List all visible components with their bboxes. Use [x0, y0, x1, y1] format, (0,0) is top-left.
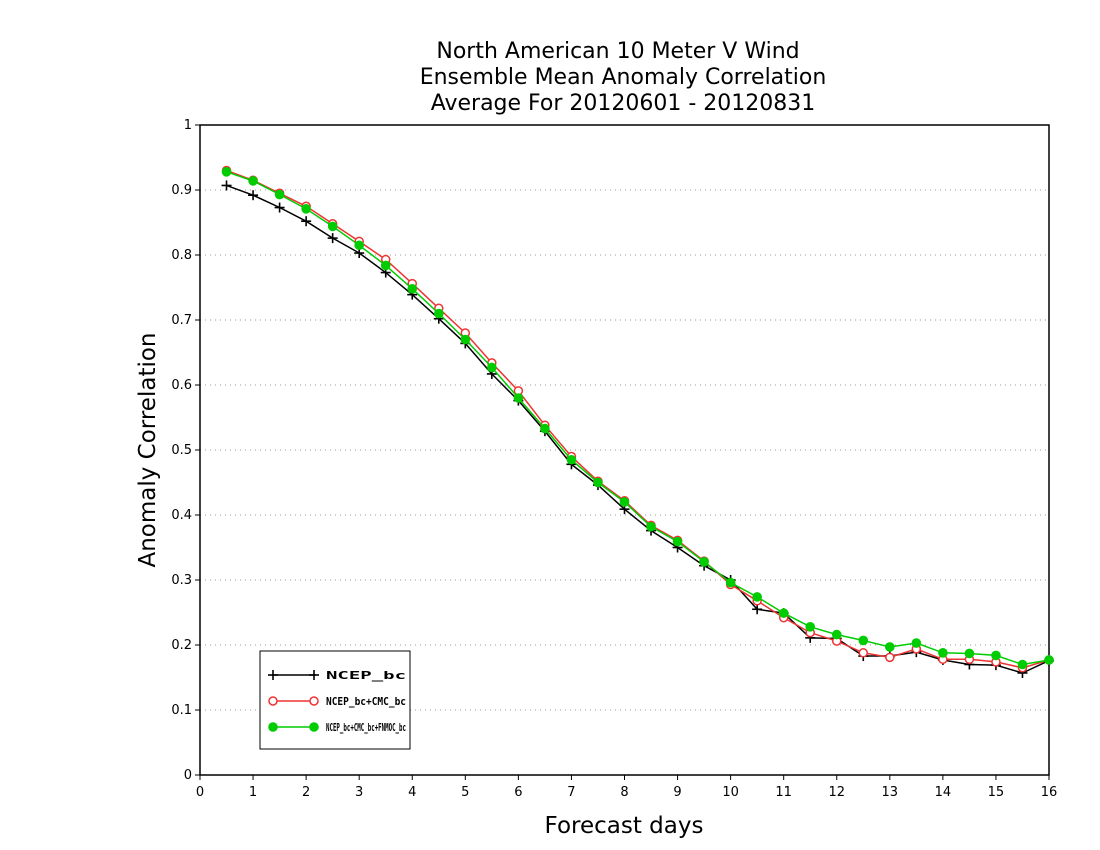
y-tick-label: 0.4 [171, 508, 192, 523]
x-tick-label: 9 [673, 785, 681, 800]
data-point [221, 180, 232, 191]
data-point [248, 190, 259, 201]
data-point [885, 652, 895, 663]
y-tick-label: 0 [184, 768, 192, 783]
y-tick-label: 0.7 [171, 313, 192, 328]
x-tick-label: 1 [249, 785, 257, 800]
data-point [433, 308, 444, 319]
y-tick-label: 0.1 [171, 703, 192, 718]
data-point [327, 221, 338, 232]
grid [200, 189, 1049, 711]
x-tick-label: 0 [196, 785, 204, 800]
data-point [672, 536, 683, 547]
x-tick-label: 2 [302, 785, 310, 800]
data-point [221, 167, 232, 177]
data-point [725, 577, 736, 588]
data-point [274, 202, 285, 213]
data-point [248, 176, 258, 186]
data-point [1017, 659, 1028, 670]
data-point [858, 635, 869, 646]
x-tick-label: 12 [828, 785, 845, 800]
data-point [460, 334, 471, 345]
x-tick-label: 6 [514, 785, 522, 800]
chart-title-line-1: North American 10 Meter V Wind [436, 39, 799, 64]
legend-label: NCEP_bc+CMC_bc [326, 695, 406, 708]
data-point [354, 240, 364, 251]
series-line [226, 171, 1050, 666]
series-line [226, 184, 1050, 674]
data-point [646, 521, 656, 532]
y-tick-label: 0.6 [171, 378, 192, 393]
data-point [752, 592, 762, 602]
legend: NCEP_bc NCEP_bc+CMC_bc NCEP_bc+CMC_bc+FNMO… [259, 650, 411, 750]
data-point [752, 604, 763, 615]
x-tick-label: 8 [620, 785, 628, 800]
data-point [407, 284, 418, 294]
x-tick-label: 13 [882, 785, 899, 800]
x-tick-label: 10 [722, 785, 739, 800]
legend-marker [268, 696, 278, 706]
data-point [778, 608, 789, 618]
data-point [964, 648, 975, 659]
data-point [831, 629, 842, 640]
legend-entry: NCEP_bc+CMC_bc [268, 695, 406, 708]
data-point [274, 189, 285, 200]
x-axis-label: Forecast days [545, 813, 704, 839]
data-point [540, 423, 550, 434]
y-tick-label: 0.3 [171, 573, 192, 588]
data-point [513, 393, 524, 403]
legend-marker [268, 670, 278, 680]
legend-marker [268, 722, 278, 732]
data-point [301, 216, 312, 227]
legend-marker [309, 696, 319, 706]
series-1 [221, 180, 1054, 678]
data-point [593, 477, 603, 488]
data-point [487, 362, 497, 373]
data-point [380, 260, 391, 271]
data-point [699, 557, 709, 567]
x-tick-label: 14 [935, 785, 952, 800]
data-point [301, 204, 311, 214]
series-lines [221, 165, 1054, 678]
data-point [991, 650, 1001, 661]
series-2 [221, 165, 1054, 673]
chart-title-line-2: Ensemble Mean Anomaly Correlation [420, 65, 827, 90]
series-3 [221, 167, 1054, 670]
data-point [938, 648, 948, 658]
legend-marker [309, 670, 319, 680]
data-point [858, 648, 869, 658]
legend-label: NCEP_bc+CMC_bc+FNMOC_bc [326, 721, 406, 734]
data-point [911, 638, 922, 648]
x-tick-label: 5 [461, 785, 469, 800]
y-tick-label: 0.8 [171, 248, 192, 263]
y-axis-label: Anomaly Correlation [135, 332, 161, 567]
legend-entry: NCEP_bc+CMC_bc+FNMOC_bc [268, 721, 406, 734]
x-tick-label: 4 [408, 785, 416, 800]
legend-entry: NCEP_bc [268, 669, 406, 682]
y-tick-label: 1 [184, 118, 192, 133]
chart-title-line-3: Average For 20120601 - 20120831 [431, 91, 816, 116]
legend-marker [309, 722, 319, 732]
x-tick-label: 11 [775, 785, 792, 800]
data-point [619, 497, 630, 507]
x-tick-label: 15 [988, 785, 1005, 800]
x-tick-label: 16 [1041, 785, 1058, 800]
data-point [885, 642, 895, 652]
data-point [805, 622, 816, 632]
y-tick-label: 0.5 [171, 443, 192, 458]
data-point [327, 233, 338, 244]
x-tick-label: 3 [355, 785, 363, 800]
legend-box [259, 650, 411, 750]
legend-label: NCEP_bc [326, 669, 406, 682]
data-point [566, 454, 577, 465]
data-point [1044, 655, 1054, 665]
series-line [226, 169, 1050, 669]
y-tick-label: 0.2 [171, 638, 192, 653]
x-tick-label: 7 [567, 785, 575, 800]
y-tick-label: 0.9 [171, 183, 192, 198]
axis-ticks: 00.10.20.30.40.50.60.70.80.910 1 2 3 4 5 6 7 8 9 1… [171, 118, 1057, 800]
